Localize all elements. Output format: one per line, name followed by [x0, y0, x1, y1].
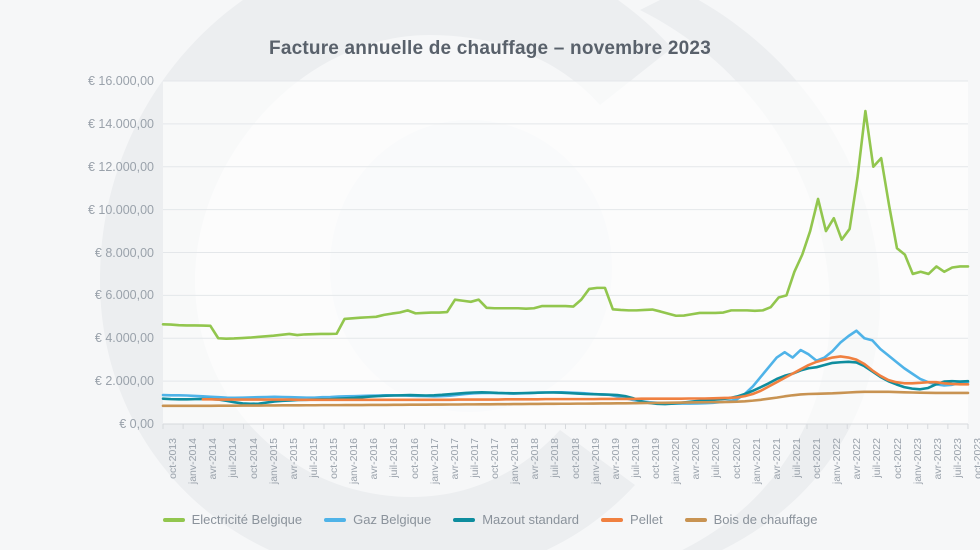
legend-item[interactable]: Bois de chauffage [684, 512, 818, 527]
x-axis-tick-label: avr-2021 [770, 438, 783, 480]
y-axis-tick-label: € 2.000,00 [94, 374, 154, 389]
legend-item-label: Bois de chauffage [713, 512, 818, 527]
legend-color-swatch [601, 517, 624, 522]
legend-item-label: Pellet [630, 512, 663, 527]
x-axis-tick-label: avr-2019 [609, 438, 622, 480]
x-axis-tick-label: juil-2020 [710, 438, 723, 478]
x-axis-tick-label: juil-2022 [871, 438, 884, 478]
x-axis-tick-label: oct-2014 [247, 438, 260, 479]
x-axis-tick-label: avr-2023 [931, 438, 944, 480]
series-line [201, 355, 970, 402]
x-axis-tick-label: juil-2016 [388, 438, 401, 478]
x-axis-tick-label: juil-2023 [951, 438, 964, 478]
x-axis-tick-label: juil-2019 [629, 438, 642, 478]
y-axis-tick-label: € 4.000,00 [94, 331, 154, 346]
y-axis-tick-label: € 0,00 [119, 417, 154, 431]
chart-gridlines [163, 80, 968, 382]
x-axis-tick-label: juil-2015 [307, 438, 320, 478]
x-axis-ticks [162, 424, 969, 429]
y-axis-tick-label: € 16.000,00 [87, 74, 154, 88]
x-axis-tick-label: oct-2019 [650, 438, 662, 479]
x-axis-tick-label: oct-2013 [167, 438, 179, 479]
x-axis-tick-label: janv-2022 [831, 438, 844, 485]
x-axis-tick-label: juil-2014 [227, 438, 240, 478]
x-axis-tick-label: oct-2015 [328, 438, 340, 479]
series-line [161, 109, 970, 340]
y-axis-tick-label: € 14.000,00 [87, 116, 154, 131]
legend-item[interactable]: Pellet [601, 512, 663, 527]
legend-color-swatch [324, 517, 347, 522]
legend-item[interactable]: Gaz Belgique [324, 512, 431, 527]
legend-color-swatch [684, 517, 707, 522]
x-axis-tick-label: oct-2023 [972, 438, 980, 479]
x-axis-tick-label: janv-2015 [267, 438, 280, 485]
x-axis-tick-label: janv-2020 [670, 438, 683, 485]
x-axis-tick-label: avr-2017 [448, 438, 461, 480]
y-axis-tick-label: € 12.000,00 [87, 159, 154, 174]
x-axis-tick-label: oct-2021 [811, 438, 823, 479]
x-axis-tick-label: oct-2016 [408, 438, 421, 479]
x-axis-tick-label: oct-2020 [730, 438, 743, 479]
y-axis-tick-label: € 6.000,00 [94, 288, 154, 303]
y-axis-tick-label: € 10.000,00 [87, 202, 154, 217]
x-axis-tick-label: janv-2017 [428, 438, 441, 485]
x-axis-tick-label: juil-2021 [790, 438, 803, 478]
legend-color-swatch [162, 517, 185, 522]
x-axis-tick-label: janv-2018 [509, 438, 522, 485]
legend-item[interactable]: Mazout standard [453, 512, 579, 527]
x-axis-tick-label: avr-2020 [690, 438, 703, 480]
x-axis-tick-label: oct-2018 [569, 438, 582, 479]
x-axis-tick-label: janv-2023 [911, 438, 924, 485]
x-axis-tick-label: janv-2021 [750, 438, 763, 485]
x-axis-tick-label: juil-2018 [549, 438, 562, 478]
x-axis-tick-label: avr-2014 [207, 438, 220, 480]
legend-item-label: Gaz Belgique [353, 512, 432, 527]
x-axis-tick-label: juil-2017 [468, 438, 481, 478]
legend-item-label: Electricité Belgique [191, 512, 303, 527]
y-axis-tick-label: € 8.000,00 [94, 245, 154, 260]
x-axis-tick-label: avr-2018 [529, 438, 542, 480]
chart-legend: Electricité Belgique Gaz Belgique Mazout s… [0, 512, 980, 527]
legend-item[interactable]: Electricité Belgique [162, 512, 303, 527]
x-axis-tick-label: oct-2022 [891, 438, 904, 479]
x-axis-tick-label: avr-2015 [287, 438, 300, 480]
series-line [161, 390, 970, 408]
legend-color-swatch [453, 517, 476, 522]
x-axis-tick-label: avr-2016 [368, 438, 381, 480]
x-axis-tick-label: oct-2017 [489, 438, 501, 479]
chart-series [161, 109, 970, 408]
x-axis-tick-label: janv-2019 [589, 438, 602, 485]
x-axis-tick-label: janv-2014 [187, 438, 200, 485]
x-axis-tick-label: avr-2022 [851, 438, 864, 480]
page-title: Facture annuelle de chauffage – novembre… [269, 38, 711, 59]
y-axis-labels: € 0,00 € 2.000,00 € 4.000,00 € 6.000,00 € 8.… [46, 0, 154, 550]
legend-item-label: Mazout standard [482, 512, 580, 527]
x-axis-tick-label: janv-2016 [348, 438, 361, 485]
